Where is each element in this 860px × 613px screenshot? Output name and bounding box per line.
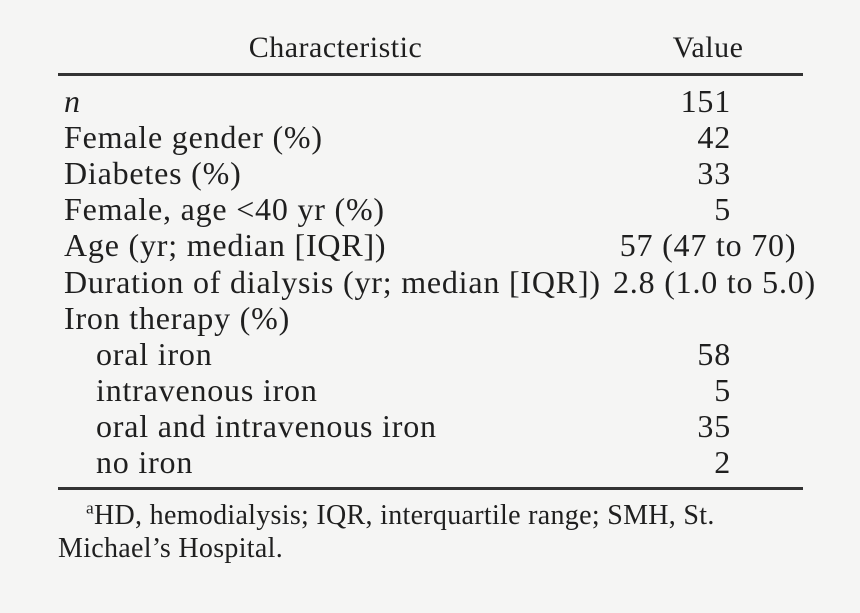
table-footnote: aHD, hemodialysis; IQR, interquartile ra… [58, 499, 803, 565]
row-value: 42 [697, 118, 731, 155]
row-value: 5 [714, 191, 731, 228]
row-label: oral and intravenous iron [96, 408, 437, 445]
footnote-text: HD, hemodialysis; IQR, interquartile ran… [94, 500, 715, 532]
patient-characteristics-table: Characteristic Value n 151 Female gender… [58, 0, 817, 565]
table-body: n 151 Female gender (%) 42 Diabetes (%) … [58, 76, 817, 491]
row-label: oral iron [96, 335, 213, 372]
row-label: Diabetes (%) [64, 154, 242, 191]
footnote-line-2: Michael’s Hospital. [58, 533, 283, 565]
table-row: intravenous iron 5 [58, 372, 803, 409]
table-row: oral and intravenous iron 35 [58, 408, 803, 445]
table-row: no iron 2 [58, 444, 803, 481]
table-row: Age (yr; median [IQR]) 57 (47 to 70) [58, 227, 803, 264]
row-value: 35 [697, 408, 731, 445]
row-label: Iron therapy (%) [64, 299, 291, 336]
row-label: Age (yr; median [IQR]) [64, 227, 387, 264]
table-row: Female gender (%) 42 [58, 119, 803, 155]
table-row: n 151 [58, 83, 803, 119]
row-label: Female gender (%) [64, 118, 323, 155]
row-value: 5 [714, 372, 731, 409]
row-value: 33 [697, 154, 731, 191]
column-header-characteristic: Characteristic [248, 31, 423, 64]
footnote-line-1: aHD, hemodialysis; IQR, interquartile ra… [58, 499, 803, 532]
table-row: Duration of dialysis (yr; median [IQR]) … [58, 263, 817, 300]
row-value: 58 [697, 335, 731, 372]
footnote-marker: a [86, 498, 95, 518]
table-row: Diabetes (%) 33 [58, 155, 803, 191]
row-label: no iron [96, 444, 194, 481]
row-value: 57 (47 to 70) [619, 227, 797, 264]
row-label: n [64, 82, 81, 119]
row-label: Duration of dialysis (yr; median [IQR]) [64, 263, 601, 300]
table-row: oral iron 58 [58, 336, 803, 372]
column-header-value: Value [672, 31, 744, 64]
table-row: Female, age <40 yr (%) 5 [58, 191, 803, 228]
row-value: 151 [680, 82, 731, 119]
row-label: Female, age <40 yr (%) [64, 191, 385, 228]
table-header-row: Characteristic Value [58, 0, 803, 76]
row-value: 2.8 (1.0 to 5.0) [613, 263, 817, 300]
row-label: intravenous iron [96, 372, 318, 409]
table-row-group-header: Iron therapy (%) [58, 300, 803, 336]
row-value: 2 [714, 444, 731, 481]
